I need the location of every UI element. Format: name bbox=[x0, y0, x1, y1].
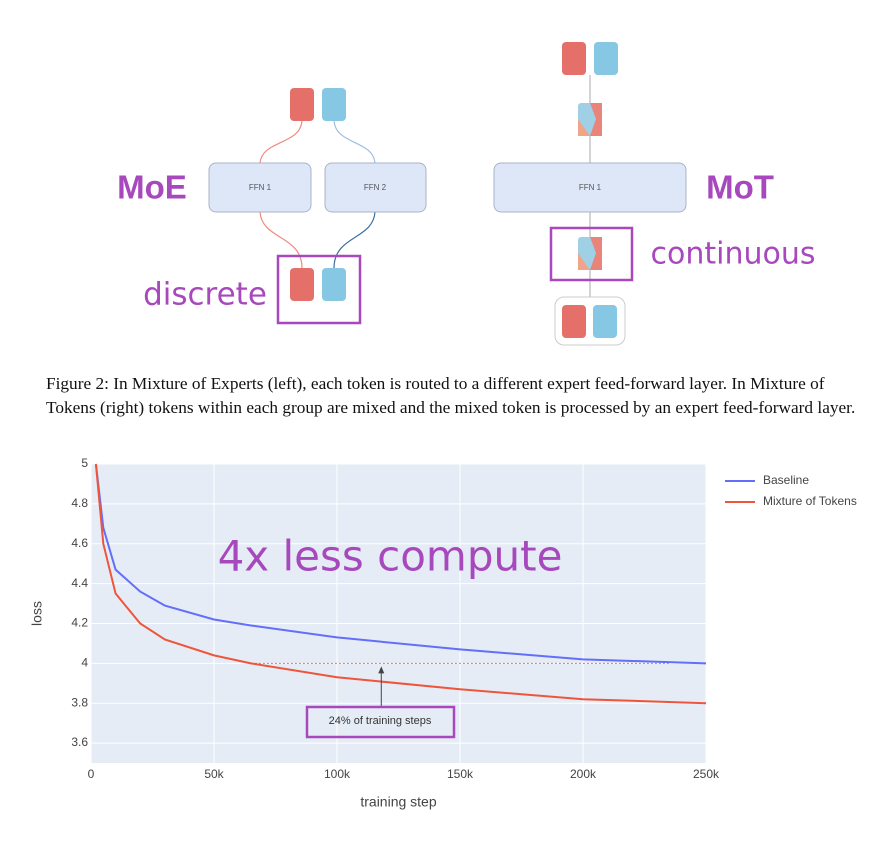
y-tick-label: 3.6 bbox=[71, 735, 88, 749]
y-tick-label: 4.6 bbox=[71, 536, 88, 550]
continuous-label: continuous bbox=[651, 237, 816, 272]
highlight-box bbox=[276, 254, 362, 325]
y-tick-label: 4.2 bbox=[71, 616, 88, 630]
ffn-box bbox=[324, 162, 427, 213]
caption: Figure 2: In Mixture of Experts (left), … bbox=[46, 374, 856, 417]
ffn-label: FFN 2 bbox=[364, 183, 387, 192]
x-tick-label: 100k bbox=[324, 767, 351, 781]
token bbox=[322, 88, 346, 121]
x-tick-label: 150k bbox=[447, 767, 474, 781]
x-axis-label: training step bbox=[360, 794, 436, 810]
chart: 0 50k 100k 150k 200k 250k 3.6 3.8 4 4.2 4.4 4.6 4.8 5… bbox=[29, 456, 857, 810]
y-tick-label: 3.8 bbox=[71, 695, 88, 709]
y-tick-label: 4.8 bbox=[71, 496, 88, 510]
token bbox=[290, 88, 314, 121]
mixed-token bbox=[578, 237, 602, 270]
x-tick-label: 250k bbox=[693, 767, 720, 781]
route-arrow bbox=[333, 211, 376, 269]
discrete-label: discrete bbox=[143, 277, 267, 313]
route-arrow bbox=[333, 120, 376, 164]
series-line bbox=[94, 463, 707, 705]
x-tick-label: 200k bbox=[570, 767, 597, 781]
annotation-box bbox=[305, 705, 456, 739]
route-arrow bbox=[259, 120, 303, 164]
mixed-token bbox=[578, 103, 602, 136]
mot-label: MoT bbox=[706, 169, 774, 206]
y-tick-label: 5 bbox=[81, 456, 88, 470]
token bbox=[322, 268, 346, 301]
token bbox=[562, 305, 586, 338]
ffn-label: FFN 1 bbox=[579, 183, 602, 192]
token bbox=[562, 42, 586, 75]
y-tick-label: 4 bbox=[81, 656, 88, 670]
annotation-label: 24% of training steps bbox=[329, 715, 432, 727]
token bbox=[594, 42, 618, 75]
x-tick-label: 0 bbox=[88, 767, 95, 781]
y-tick-label: 4.4 bbox=[71, 576, 88, 590]
arrow-head bbox=[378, 666, 385, 674]
route-arrow bbox=[259, 211, 303, 269]
ffn-label: FFN 1 bbox=[249, 183, 272, 192]
legend-label: Baseline bbox=[763, 473, 809, 487]
ffn-box bbox=[493, 162, 687, 213]
highlight-box bbox=[549, 226, 634, 282]
token bbox=[593, 305, 617, 338]
series-line bbox=[94, 463, 707, 665]
token bbox=[290, 268, 314, 301]
y-axis-label: loss bbox=[29, 601, 45, 626]
moe-label: MoE bbox=[117, 169, 187, 206]
highlight-text: 4x less compute bbox=[218, 532, 563, 581]
diagram: FFN 1 FFN 2 MoE discrete FFN 1 MoT conti… bbox=[117, 42, 816, 346]
ffn-box bbox=[208, 162, 312, 213]
x-tick-label: 50k bbox=[204, 767, 224, 781]
legend-label: Mixture of Tokens bbox=[763, 494, 857, 508]
